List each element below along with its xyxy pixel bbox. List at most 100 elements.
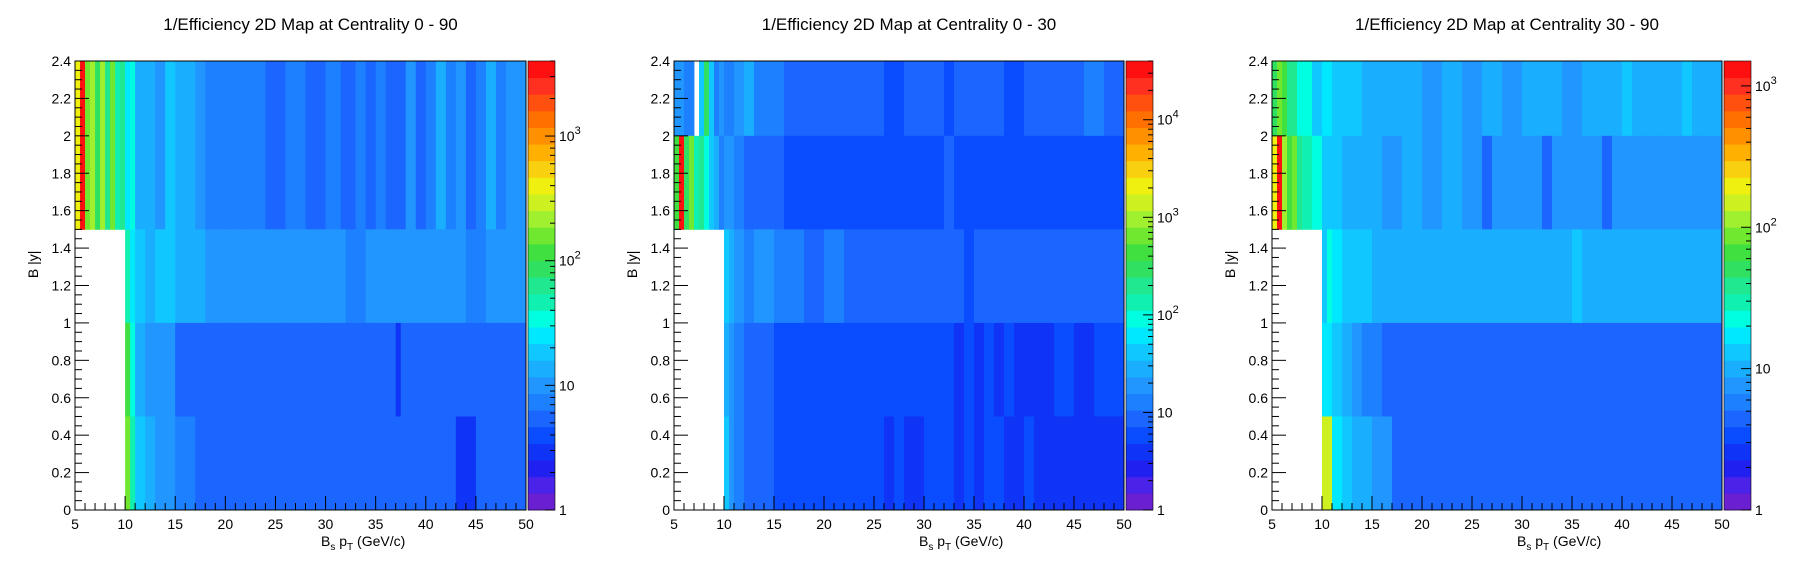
x-tick-label: 20 bbox=[816, 516, 832, 532]
y-tick-label: 1.6 bbox=[52, 203, 72, 219]
color-bar-step bbox=[1724, 61, 1751, 79]
heatmap-cell bbox=[1277, 135, 1283, 230]
color-bar-step bbox=[1126, 343, 1153, 361]
heatmap-cell bbox=[1382, 61, 1403, 137]
heatmap-cell bbox=[1352, 416, 1373, 511]
heatmap-cell bbox=[794, 322, 805, 417]
y-tick-label: 1.2 bbox=[651, 278, 671, 294]
y-tick-label: 2 bbox=[662, 128, 670, 144]
z-tick-label: 104 bbox=[1157, 109, 1179, 128]
heatmap-cell bbox=[385, 61, 397, 230]
heatmap-cell bbox=[255, 416, 286, 511]
heatmap-cell bbox=[135, 229, 146, 324]
heatmap-cell bbox=[1532, 229, 1553, 324]
y-tick-label: 1.2 bbox=[1249, 278, 1269, 294]
x-tick-label: 5 bbox=[1268, 516, 1276, 532]
heatmap-cell bbox=[145, 61, 156, 230]
heatmap-cell bbox=[205, 322, 226, 417]
heatmap-cell bbox=[724, 61, 735, 137]
heatmap-cell bbox=[924, 135, 945, 230]
heatmap-cell bbox=[1104, 135, 1125, 230]
heatmap-cell bbox=[1372, 229, 1393, 324]
y-tick-label: 1.6 bbox=[1249, 203, 1269, 219]
y-tick-label: 0.8 bbox=[52, 352, 72, 368]
heatmap-cell bbox=[445, 61, 457, 230]
heatmap-cell bbox=[325, 61, 341, 230]
heatmap-cell bbox=[924, 229, 945, 324]
color-bar-step bbox=[1724, 210, 1751, 228]
heatmap-cell bbox=[944, 229, 965, 324]
heatmap-cell bbox=[1522, 61, 1543, 137]
heatmap-cell bbox=[689, 135, 695, 230]
heatmap-cell bbox=[395, 61, 407, 230]
color-bar-step bbox=[528, 460, 555, 478]
heatmap-cell bbox=[904, 135, 925, 230]
heatmap-cell bbox=[1672, 416, 1693, 511]
heatmap-cell bbox=[120, 61, 126, 230]
heatmap-cell bbox=[1044, 135, 1065, 230]
color-bar-step bbox=[1724, 243, 1751, 261]
heatmap-cell bbox=[754, 229, 775, 324]
y-tick-label: 0.6 bbox=[651, 390, 671, 406]
heatmap-cell bbox=[1512, 416, 1523, 511]
x-tick-label: 15 bbox=[167, 516, 183, 532]
heatmap-cell bbox=[1552, 229, 1573, 324]
heatmap-cell bbox=[904, 61, 915, 137]
heatmap-cell bbox=[245, 61, 266, 230]
heatmap-cell bbox=[954, 135, 965, 230]
y-tick-label: 0.8 bbox=[651, 352, 671, 368]
color-bar-step bbox=[1126, 376, 1153, 394]
heatmap-cell bbox=[1084, 229, 1105, 324]
heatmap-cell bbox=[325, 229, 346, 324]
heatmap-cell bbox=[1282, 135, 1288, 230]
color-bar-step bbox=[528, 144, 555, 162]
color-bar-step bbox=[1126, 94, 1153, 112]
x-tick-label: 20 bbox=[1414, 516, 1430, 532]
heatmap-cell bbox=[1552, 322, 1563, 417]
heatmap-cell bbox=[1342, 416, 1353, 511]
y-tick-label: 1.8 bbox=[52, 165, 72, 181]
heatmap-cell bbox=[774, 416, 795, 511]
heatmap-cell bbox=[744, 61, 755, 137]
heatmap-cell bbox=[904, 229, 925, 324]
heatmap-cell bbox=[1642, 61, 1663, 137]
chart-title: 1/Efficiency 2D Map at Centrality 30 - 9… bbox=[1355, 15, 1659, 34]
heatmap-cell bbox=[1382, 135, 1403, 230]
heatmap-cell bbox=[1342, 322, 1353, 417]
heatmap-cell bbox=[255, 322, 286, 417]
x-tick-label: 35 bbox=[966, 516, 982, 532]
heatmap-cell bbox=[345, 322, 377, 417]
heatmap-cell bbox=[125, 61, 131, 230]
y-tick-label: 2.2 bbox=[651, 90, 671, 106]
heatmap-cell bbox=[1542, 322, 1553, 417]
y-tick-label: 0 bbox=[662, 502, 670, 518]
y-axis-label: B |y| bbox=[624, 251, 640, 279]
heatmap-cell bbox=[155, 61, 166, 230]
heatmap-cell bbox=[714, 61, 720, 137]
heatmap-cell bbox=[125, 229, 131, 324]
heatmap-cell bbox=[425, 229, 447, 324]
heatmap-cell bbox=[405, 61, 417, 230]
heatmap-cell bbox=[445, 229, 467, 324]
heatmap-cell bbox=[1074, 322, 1095, 417]
heatmap-cell bbox=[1362, 135, 1383, 230]
y-tick-label: 0.4 bbox=[52, 427, 72, 443]
x-tick-label: 10 bbox=[1314, 516, 1330, 532]
heatmap-cell bbox=[1392, 322, 1423, 417]
heatmap-cell bbox=[155, 229, 176, 324]
heatmap-cell bbox=[964, 135, 985, 230]
heatmap-cell bbox=[465, 229, 487, 324]
heatmap-cell bbox=[85, 61, 91, 230]
heatmap-cell bbox=[954, 61, 965, 137]
heatmap-cell bbox=[1104, 229, 1125, 324]
heatmap-cell bbox=[1532, 416, 1553, 511]
heatmap-cell bbox=[475, 61, 487, 230]
heatmap-cell bbox=[155, 416, 176, 511]
color-bar-step bbox=[1724, 393, 1751, 411]
heatmap-cell bbox=[864, 61, 885, 137]
heatmap-cell bbox=[1622, 322, 1633, 417]
heatmap-cell bbox=[944, 135, 955, 230]
heatmap-cell bbox=[744, 416, 755, 511]
heatmap-cell bbox=[734, 322, 745, 417]
heatmap-cell bbox=[1612, 229, 1633, 324]
